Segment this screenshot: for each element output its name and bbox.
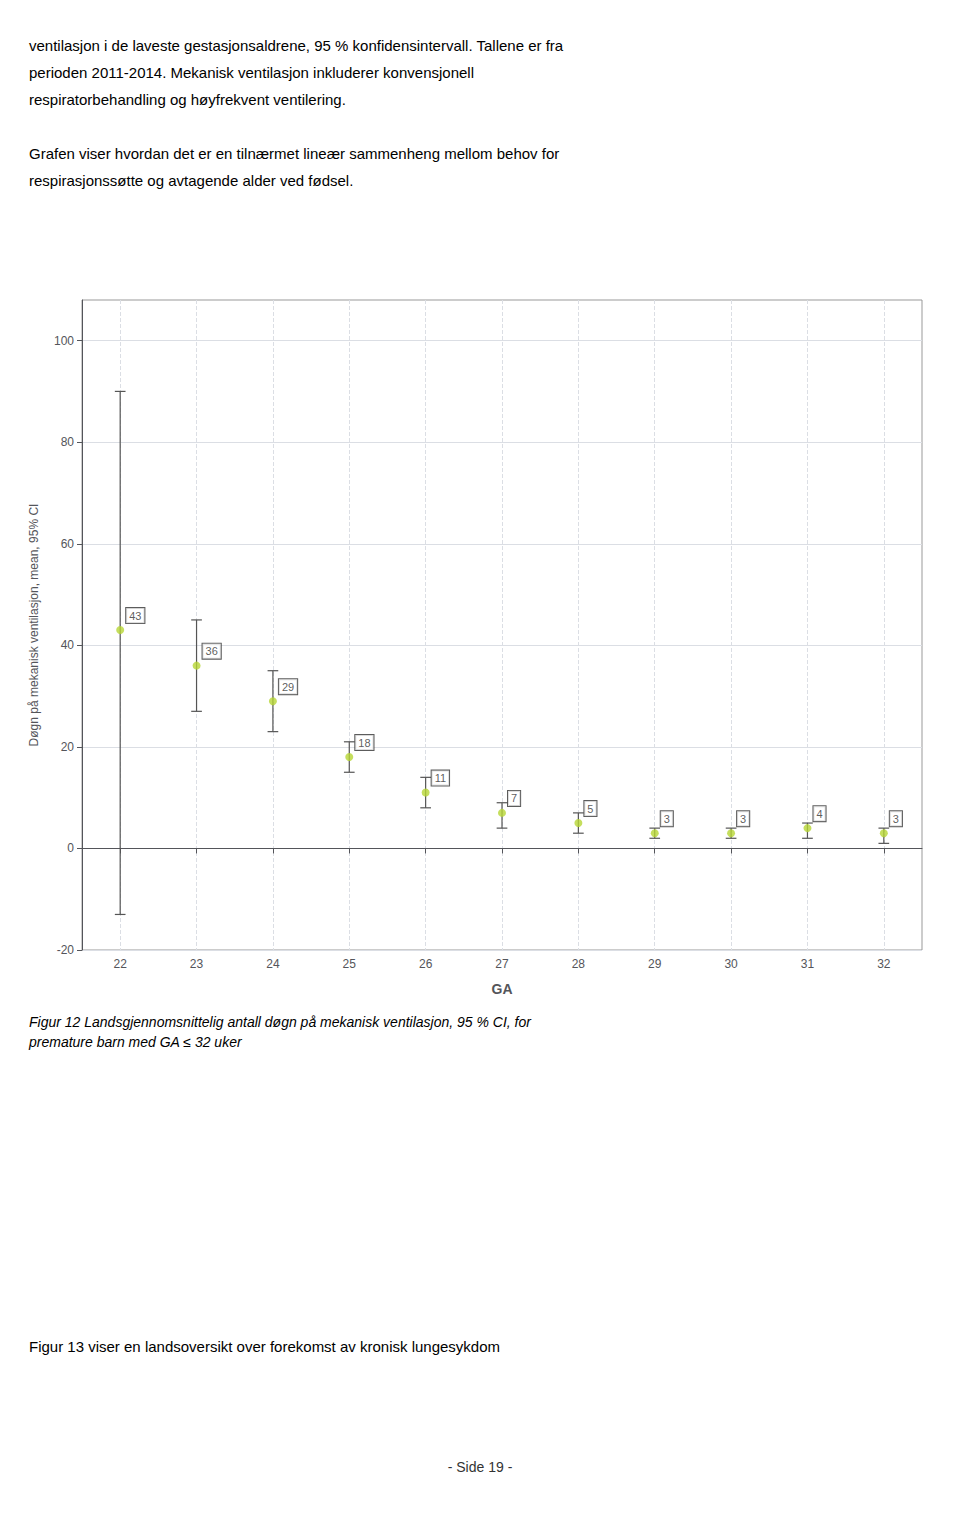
svg-text:ventilasjon i de laveste gesta: ventilasjon i de laveste gestasjonsaldre… <box>29 37 564 54</box>
svg-text:29: 29 <box>648 957 662 971</box>
svg-text:3: 3 <box>740 813 746 825</box>
svg-text:43: 43 <box>129 610 141 622</box>
svg-text:5: 5 <box>587 803 593 815</box>
svg-text:36: 36 <box>206 645 218 657</box>
svg-text:18: 18 <box>358 737 370 749</box>
svg-text:0: 0 <box>67 841 74 855</box>
svg-text:32: 32 <box>877 957 891 971</box>
svg-text:3: 3 <box>664 813 670 825</box>
svg-text:Døgn på mekanisk ventilasjon,: Døgn på mekanisk ventilasjon, mean, 95% … <box>27 504 41 747</box>
svg-text:7: 7 <box>511 792 517 804</box>
svg-text:Grafen viser hvordan det er en: Grafen viser hvordan det er en tilnærmet… <box>29 145 559 162</box>
svg-text:60: 60 <box>61 537 75 551</box>
svg-text:respiratorbehandling og høyfre: respiratorbehandling og høyfrekvent vent… <box>29 91 346 108</box>
svg-text:- Side 19 -: - Side 19 - <box>448 1459 513 1475</box>
svg-text:40: 40 <box>61 638 75 652</box>
svg-text:Figur 12 Landsgjennomsnittelig: Figur 12 Landsgjennomsnittelig antall dø… <box>29 1014 532 1030</box>
svg-text:100: 100 <box>54 334 74 348</box>
svg-text:22: 22 <box>114 957 128 971</box>
svg-text:11: 11 <box>435 772 446 784</box>
svg-text:29: 29 <box>282 681 294 693</box>
svg-text:27: 27 <box>495 957 509 971</box>
svg-text:23: 23 <box>190 957 204 971</box>
svg-text:premature barn med GA ≤ 32 uke: premature barn med GA ≤ 32 uker <box>28 1034 243 1050</box>
svg-text:30: 30 <box>724 957 738 971</box>
svg-text:perioden 2011-2014. Mekanisk v: perioden 2011-2014. Mekanisk ventilasjon… <box>29 64 474 81</box>
svg-text:4: 4 <box>816 808 822 820</box>
svg-text:26: 26 <box>419 957 433 971</box>
svg-text:-20: -20 <box>57 943 75 957</box>
svg-text:GA: GA <box>492 981 513 997</box>
svg-text:3: 3 <box>893 813 899 825</box>
svg-text:respirasjonssøtte og avtagende: respirasjonssøtte og avtagende alder ved… <box>29 172 353 189</box>
svg-text:25: 25 <box>343 957 357 971</box>
svg-text:80: 80 <box>61 435 75 449</box>
svg-text:28: 28 <box>572 957 586 971</box>
svg-text:20: 20 <box>61 740 75 754</box>
svg-text:31: 31 <box>801 957 815 971</box>
svg-text:24: 24 <box>266 957 280 971</box>
svg-text:Figur 13 viser en landsoversik: Figur 13 viser en landsoversikt over for… <box>29 1338 500 1355</box>
